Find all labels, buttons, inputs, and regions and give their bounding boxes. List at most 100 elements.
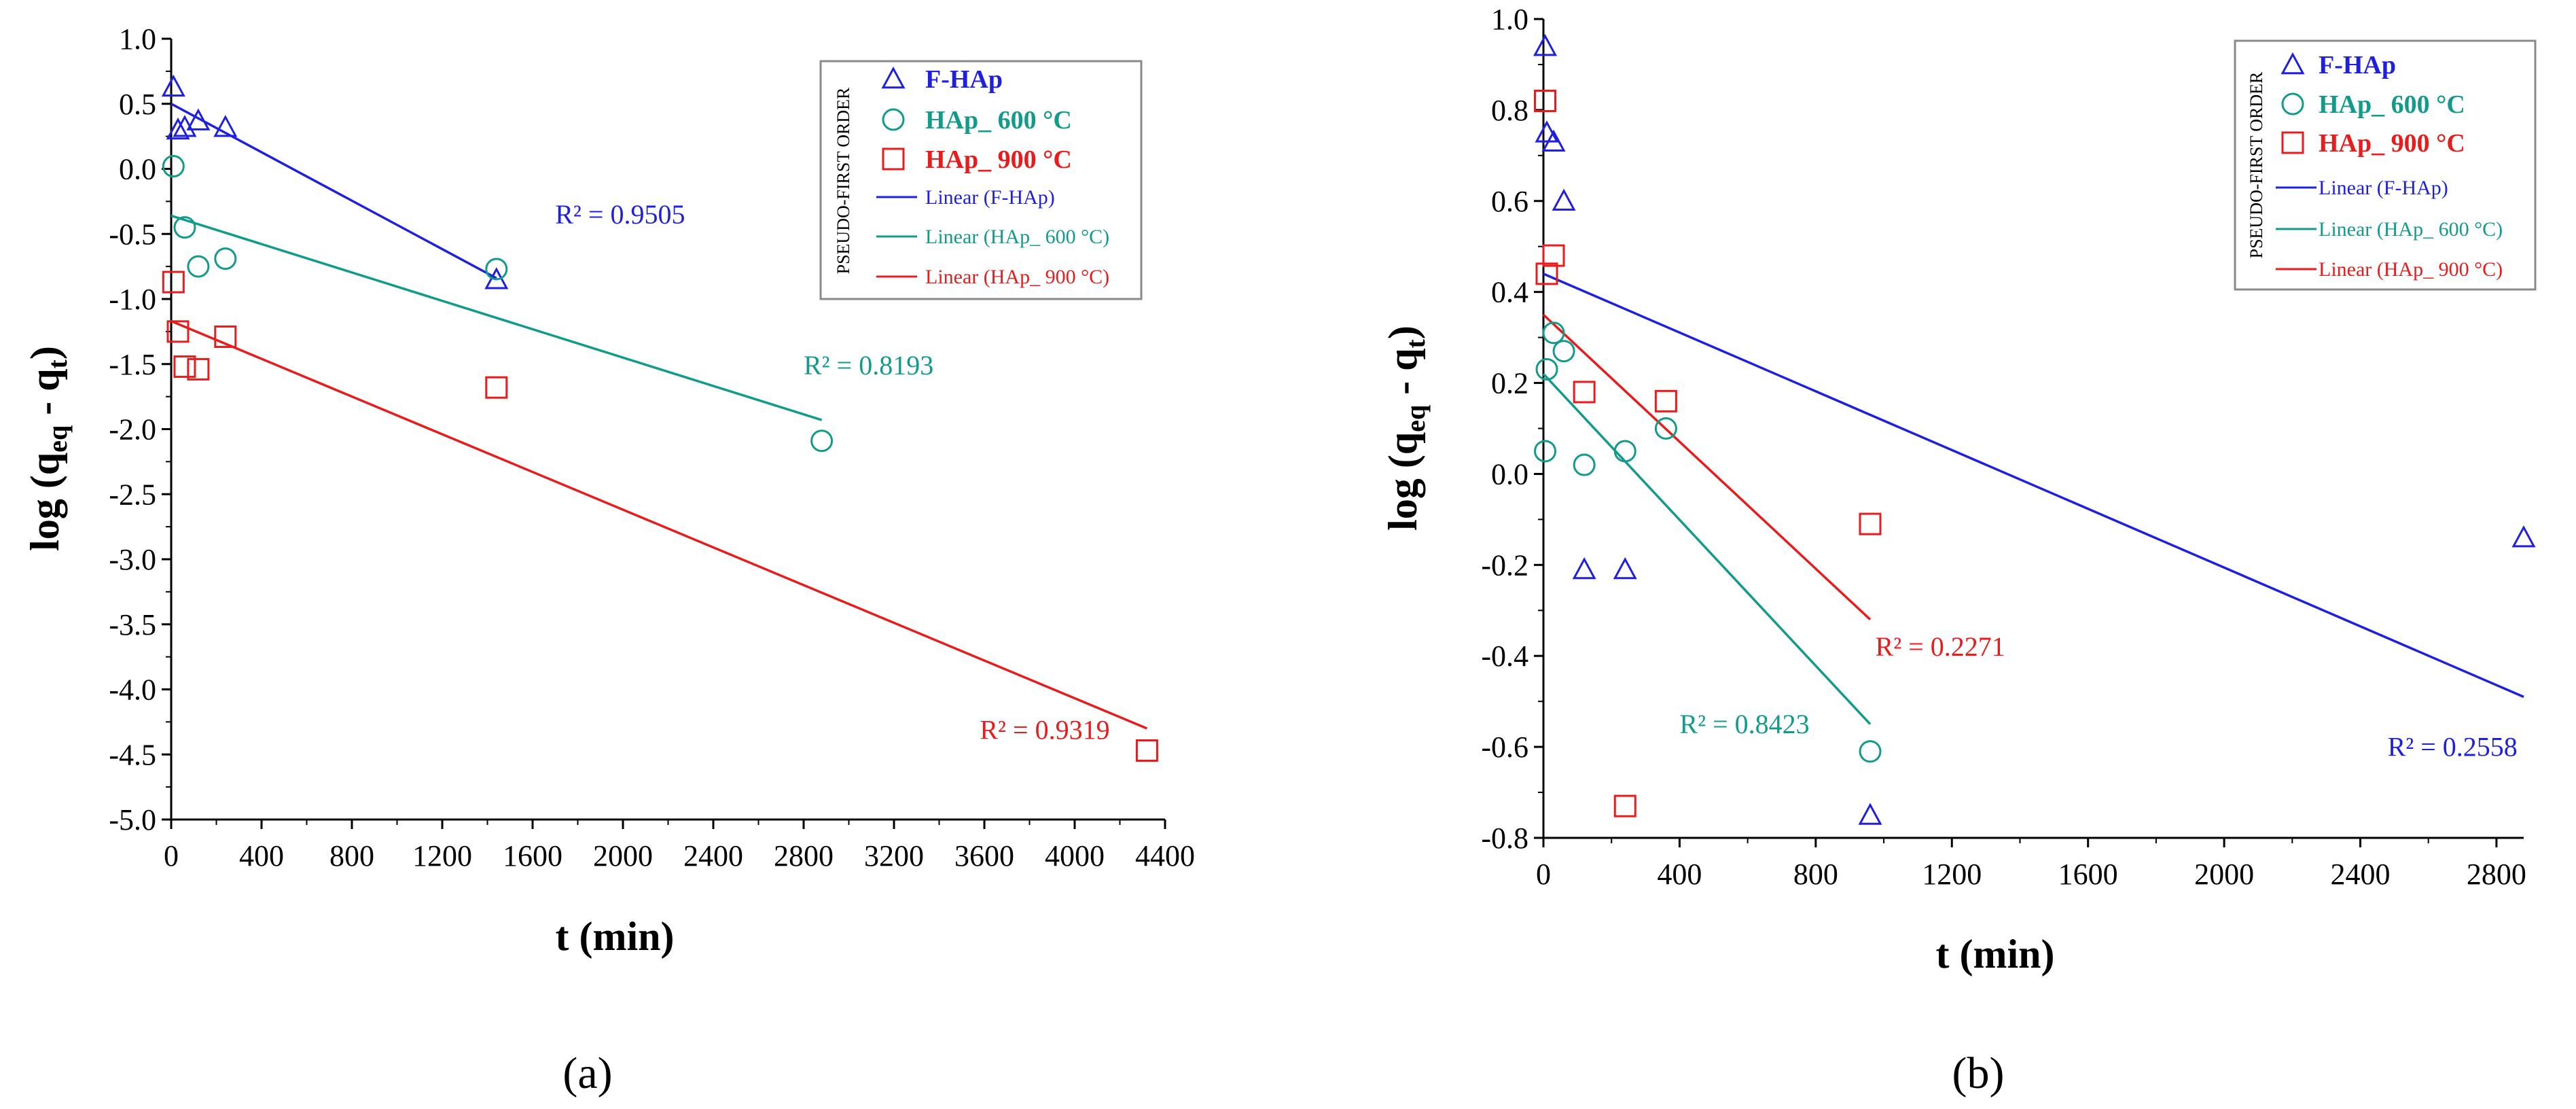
y-tick-label: 0.5 xyxy=(119,88,156,121)
y-axis-title-part: - q xyxy=(1380,348,1425,404)
y-tick-label: 1.0 xyxy=(119,22,156,56)
panel-label-b: (b) xyxy=(1952,1049,2005,1098)
legend-marker-hap-900 xyxy=(2281,131,2304,154)
legend-marker-hap-600 xyxy=(882,108,905,131)
x-tick-label: 4400 xyxy=(1135,839,1195,873)
y-tick-label: 0.4 xyxy=(1491,276,1528,309)
data-point-hap-600 xyxy=(173,216,196,239)
r2-label-hap-600: R² = 0.8193 xyxy=(804,350,933,381)
r2-label-f-hap: R² = 0.2558 xyxy=(2388,732,2518,762)
y-tick-label: 0.8 xyxy=(1491,94,1528,127)
x-tick-label: 2000 xyxy=(593,839,653,873)
x-tick-label: 2400 xyxy=(2331,858,2391,891)
fit-line-hap-600 xyxy=(171,214,823,421)
y-axis-title-part: log (q xyxy=(22,453,67,551)
x-axis-title: t (min) xyxy=(1936,932,2055,976)
legend-rotated-title: PSEUDO-FIRST ORDER xyxy=(834,87,853,274)
data-point-hap-600 xyxy=(187,255,210,278)
legend-label-f-hap: F-HAp xyxy=(925,65,1003,94)
r2-label-hap-900: R² = 0.2271 xyxy=(1876,631,2005,662)
y-axis-title-sub: t xyxy=(1400,338,1431,348)
fit-line-hap-900 xyxy=(1542,313,1872,620)
x-tick-label: 1200 xyxy=(1922,858,1982,891)
data-point-hap-900 xyxy=(1654,389,1677,412)
x-tick-label: 2800 xyxy=(774,839,834,873)
legend-fit-label-f-hap: Linear (F-HAp) xyxy=(2319,177,2448,199)
y-tick-label: -3.0 xyxy=(109,543,156,576)
legend-box xyxy=(2234,39,2537,291)
y-tick-label: -0.4 xyxy=(1481,639,1528,673)
x-tick-label: 400 xyxy=(1657,858,1702,891)
y-axis-title-sub: eq xyxy=(42,425,73,453)
x-tick-label: 1200 xyxy=(412,839,472,873)
data-point-f-hap xyxy=(161,74,185,97)
data-point-hap-900 xyxy=(1859,512,1882,535)
x-tick-label: 0 xyxy=(164,839,179,873)
fit-line-f-hap xyxy=(1543,272,2524,699)
data-point-f-hap xyxy=(1613,557,1637,580)
y-tick-label: -5.0 xyxy=(109,803,156,837)
data-point-hap-600 xyxy=(485,258,508,281)
y-axis-title-part: - q xyxy=(22,368,67,425)
y-tick-label: 0.2 xyxy=(1491,367,1528,400)
x-tick-label: 2000 xyxy=(2194,858,2254,891)
legend-label-hap-600: HAp_ 600 °C xyxy=(925,106,1072,135)
legend: PSEUDO-FIRST ORDER F-HAp HAp_ 600 °C HAp_ … xyxy=(819,60,1143,300)
data-point-f-hap xyxy=(1541,129,1566,152)
y-axis-title-sub: t xyxy=(42,359,73,368)
data-point-hap-900 xyxy=(166,320,190,343)
x-tick-label: 1600 xyxy=(2058,858,2118,891)
y-tick-label: -0.2 xyxy=(1481,548,1528,582)
x-tick-label: 800 xyxy=(329,839,374,873)
data-point-hap-900 xyxy=(162,270,185,294)
x-tick-label: 3600 xyxy=(954,839,1014,873)
data-point-hap-600 xyxy=(1534,440,1557,463)
legend-label-hap-900: HAp_ 900 °C xyxy=(925,145,1072,174)
data-point-hap-600 xyxy=(162,155,185,178)
legend-fit-label-hap-600: Linear (HAp_ 600 °C) xyxy=(2319,218,2503,241)
data-point-f-hap xyxy=(1572,557,1596,580)
data-point-f-hap xyxy=(1552,188,1576,211)
x-tick-label: 3200 xyxy=(864,839,924,873)
y-tick-label: 0.0 xyxy=(119,153,156,186)
y-tick-label: 0.0 xyxy=(1491,457,1528,491)
data-point-f-hap xyxy=(2511,525,2536,548)
y-tick-label: -4.0 xyxy=(109,673,156,707)
data-point-hap-900 xyxy=(1613,794,1636,817)
y-tick-label: -3.5 xyxy=(109,608,156,641)
legend-label-hap-600: HAp_ 600 °C xyxy=(2319,90,2465,119)
legend-label-hap-900: HAp_ 900 °C xyxy=(2319,129,2465,158)
data-point-hap-600 xyxy=(1552,340,1575,363)
data-point-hap-900 xyxy=(1135,739,1158,762)
legend-marker-hap-600 xyxy=(2281,92,2304,116)
y-axis-title-part: ) xyxy=(1380,325,1425,339)
legend-marker-f-hap xyxy=(881,66,906,89)
panel-label-a: (a) xyxy=(562,1049,612,1098)
y-tick-label: 1.0 xyxy=(1491,3,1528,36)
legend-box xyxy=(819,60,1143,300)
y-tick-label: -1.0 xyxy=(109,283,156,316)
y-tick-label: -0.5 xyxy=(109,217,156,251)
data-point-hap-900 xyxy=(1535,262,1558,285)
data-point-hap-900 xyxy=(1542,244,1565,267)
y-tick-label: -0.8 xyxy=(1481,822,1528,855)
y-tick-label: 0.6 xyxy=(1491,185,1528,218)
data-point-f-hap xyxy=(1858,803,1882,825)
data-point-hap-600 xyxy=(1535,357,1558,381)
data-point-hap-600 xyxy=(1573,453,1596,476)
data-point-f-hap xyxy=(1535,120,1559,143)
data-point-hap-900 xyxy=(1573,381,1596,404)
x-tick-label: 2800 xyxy=(2467,858,2526,891)
data-point-hap-600 xyxy=(1859,740,1882,763)
data-point-hap-600 xyxy=(214,247,237,270)
data-point-hap-600 xyxy=(1654,417,1677,440)
fit-line-hap-600 xyxy=(1542,372,1872,725)
r2-label-hap-600: R² = 0.8423 xyxy=(1679,709,1809,739)
legend-fit-label-hap-900: Linear (HAp_ 900 °C) xyxy=(2319,258,2503,281)
data-point-hap-600 xyxy=(810,429,834,453)
data-point-hap-600 xyxy=(1542,321,1565,345)
data-point-hap-900 xyxy=(173,355,196,379)
legend-marker-f-hap xyxy=(2280,52,2305,75)
